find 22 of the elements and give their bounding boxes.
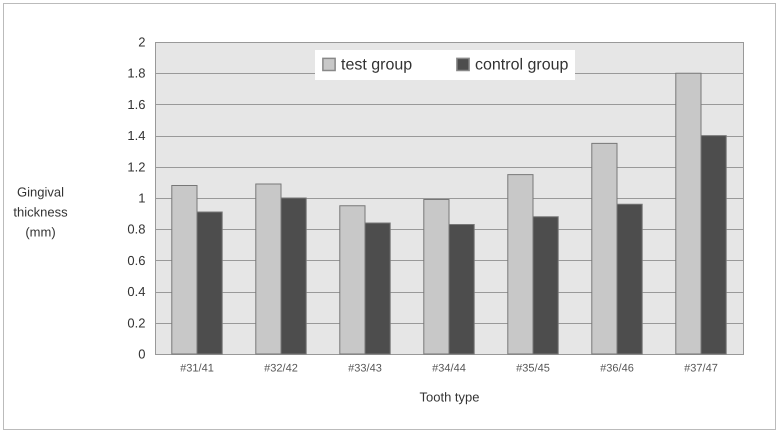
y-tick-label: 1 xyxy=(138,190,146,206)
y-tick-label: 0.6 xyxy=(127,252,146,268)
legend-label: control group xyxy=(475,56,568,74)
y-tick-label: 1.4 xyxy=(127,128,146,144)
y-tick-label: 1.2 xyxy=(127,159,146,174)
x-tick-label: #37/47 xyxy=(684,362,718,374)
x-tick-label: #32/42 xyxy=(264,362,298,374)
x-tick-label: #36/46 xyxy=(600,362,634,374)
x-tick-label: #33/43 xyxy=(348,362,382,374)
y-tick-label: 0.8 xyxy=(127,222,146,237)
y-tick-label: 0.4 xyxy=(127,284,146,300)
y-tick-label: 0 xyxy=(138,346,146,362)
x-tick-label: #34/44 xyxy=(432,362,466,374)
x-tick-label: #31/41 xyxy=(180,362,214,374)
y-axis-title: Gingival thickness (mm) xyxy=(13,184,68,240)
y-tick-label: 2 xyxy=(138,34,146,50)
y-tick-label: 0.2 xyxy=(127,315,146,330)
x-tick-label: #35/45 xyxy=(516,362,550,374)
y-tick-label: 1.6 xyxy=(127,96,146,112)
y-tick-label: 1.8 xyxy=(127,66,146,81)
legend-label: test group xyxy=(341,56,412,74)
x-axis-title: Tooth type xyxy=(420,390,480,404)
